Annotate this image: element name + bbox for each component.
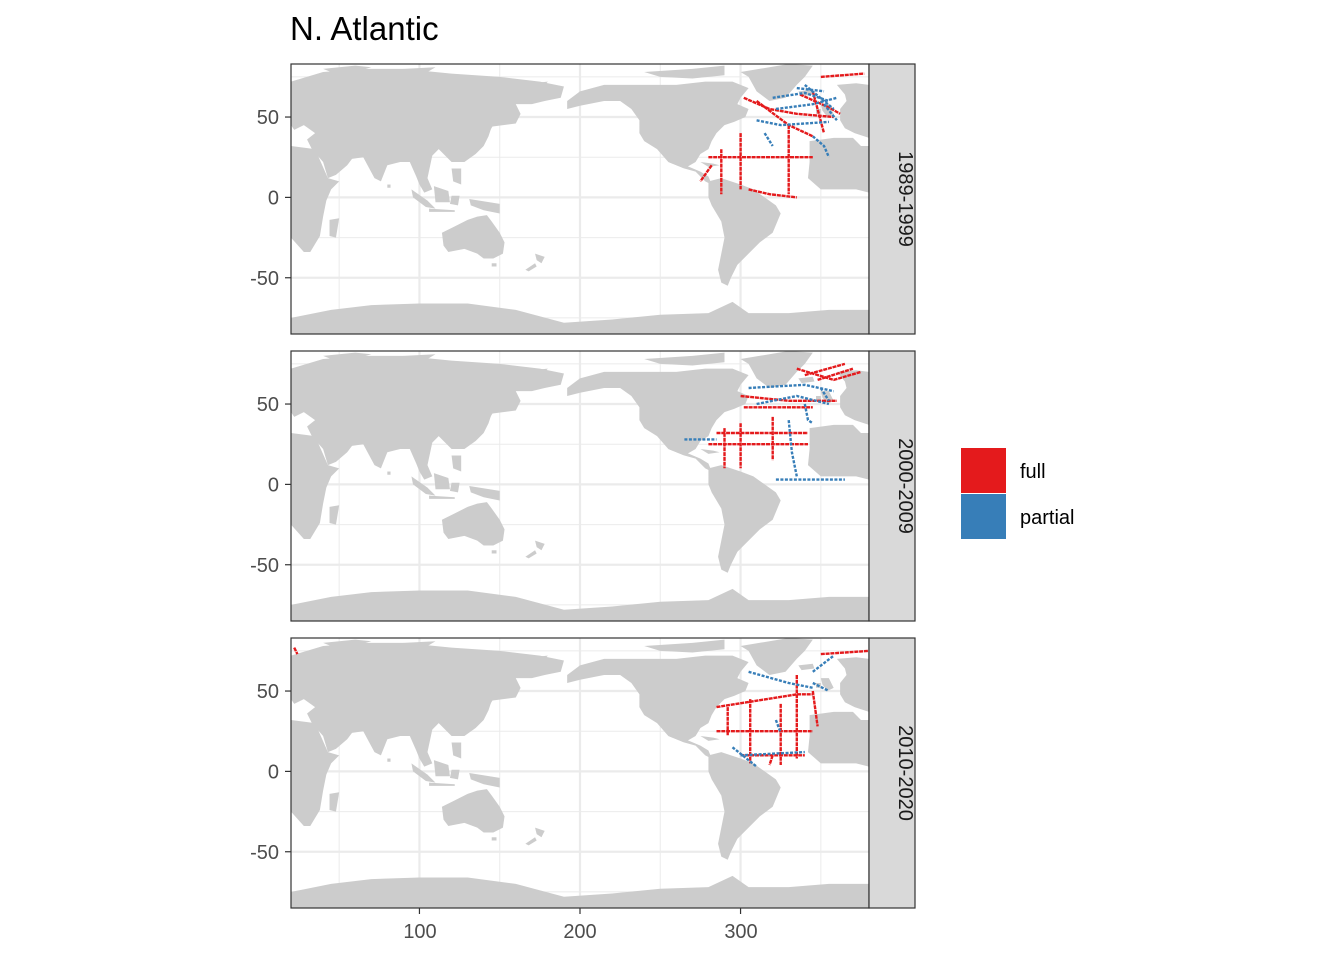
legend-label-full: full — [1020, 461, 1046, 483]
chart-title: N. Atlantic — [290, 10, 439, 47]
map-area — [291, 64, 869, 334]
cruise-track-partial — [748, 670, 814, 689]
map-area — [291, 638, 869, 908]
cruise-track-full — [799, 93, 841, 115]
y-tick-label: 50 — [257, 681, 279, 703]
y-tick-label: 50 — [257, 394, 279, 416]
y-tick-label: 0 — [268, 474, 279, 496]
y-tick-label: 0 — [268, 187, 279, 209]
legend-label-partial: partial — [1020, 507, 1074, 529]
cruise-track-partial — [775, 96, 838, 111]
facet-strip — [868, 637, 916, 909]
cruise-track-partial — [796, 86, 825, 93]
x-axis: 100 200 300 — [403, 921, 757, 943]
cruise-track-full — [768, 754, 774, 766]
cruise-track-full — [817, 367, 854, 382]
cruise-track-partial — [803, 403, 814, 425]
facet-strip — [868, 350, 916, 622]
cruise-track-partial — [740, 750, 805, 757]
cruise-track-partial — [823, 103, 838, 122]
cruise-track-partial — [763, 132, 774, 147]
cruise-track-partial — [812, 135, 830, 158]
cruise-track-partial — [774, 719, 782, 734]
map-area — [291, 351, 869, 621]
panels-layer: 1989-1999 50 0 -50 2000-2009 50 0 -50 2010-2020 5… — [250, 63, 916, 914]
cruise-track-partial — [756, 394, 830, 406]
cruise-track-partial — [804, 83, 835, 110]
y-tick-label: -50 — [250, 555, 279, 577]
y-tick-label: -50 — [250, 268, 279, 290]
legend-key-full — [961, 448, 1006, 493]
y-tick-label: -50 — [250, 842, 279, 864]
cruise-track-partial — [748, 383, 834, 393]
facet-panel: 2010-2020 50 0 -50 — [250, 637, 916, 909]
facet-strip — [868, 63, 916, 335]
cruise-track-partial — [819, 387, 830, 402]
cruise-track-partial — [772, 91, 830, 103]
cruise-track-full — [811, 90, 826, 134]
legend-key-partial — [961, 494, 1006, 539]
cruise-track-full — [820, 72, 865, 79]
facet-strip-label: 1989-1999 — [894, 151, 916, 247]
cruise-track-full — [293, 647, 299, 655]
x-tick-label: 100 — [403, 921, 436, 943]
cruise-track-partial — [787, 419, 798, 477]
y-tick-label: 0 — [268, 761, 279, 783]
legend: full partial — [961, 448, 1074, 539]
cruise-track-full — [748, 188, 797, 199]
facet-panel: 1989-1999 50 0 -50 — [250, 63, 916, 335]
cruise-track-partial — [731, 746, 758, 768]
facet-panel: 2000-2009 50 0 -50 — [250, 350, 916, 622]
cruise-track-full — [820, 649, 869, 656]
facet-strip-label: 2010-2020 — [894, 725, 916, 821]
cruise-track-full — [804, 362, 846, 377]
x-tick-label: 200 — [563, 921, 596, 943]
cruise-track-partial — [756, 119, 829, 127]
facet-strip-label: 2000-2009 — [894, 438, 916, 534]
cruise-track-partial — [812, 681, 830, 693]
cruise-track-full — [699, 164, 713, 182]
cruise-track-full — [796, 367, 862, 382]
cruise-track-full — [811, 690, 819, 727]
cruise-track-full — [743, 96, 834, 119]
cruise-track-full — [716, 693, 813, 709]
y-tick-label: 50 — [257, 107, 279, 129]
x-tick-label: 300 — [724, 921, 757, 943]
